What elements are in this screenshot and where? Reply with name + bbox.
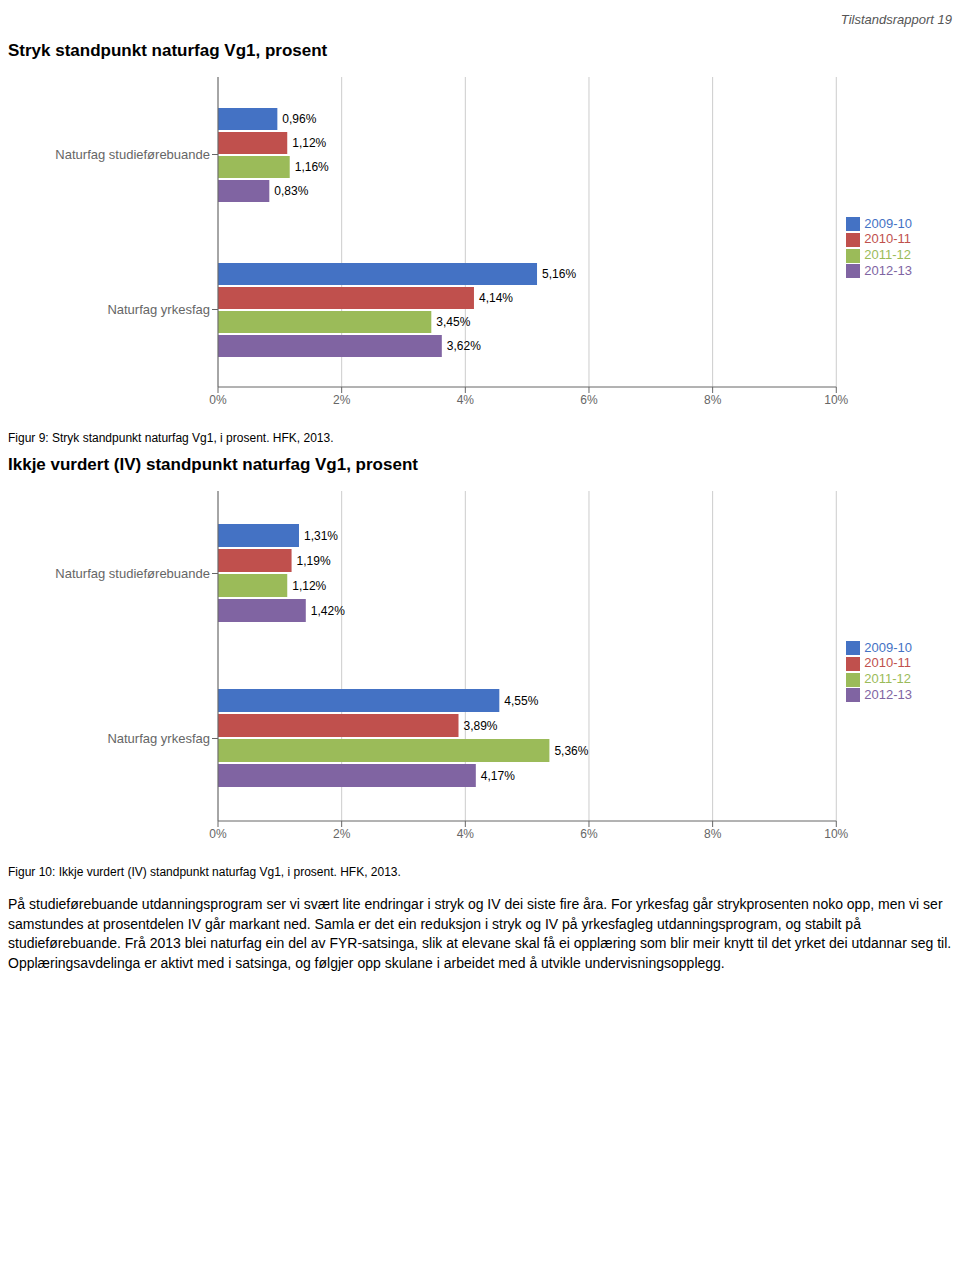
svg-text:10%: 10% [824,827,848,841]
svg-text:3,45%: 3,45% [436,315,470,329]
svg-text:Naturfag studieførebuande: Naturfag studieførebuande [55,566,210,581]
html-text:2009-10: 2009-10 [864,639,912,655]
svg-text:4%: 4% [457,827,475,841]
svg-text:6%: 6% [580,827,598,841]
html-text:2012-13: 2012-13 [864,262,912,278]
svg-text:4,55%: 4,55% [504,694,538,708]
html-text:Figur 10: Ikkje vurdert (IV) s: Figur 10: Ikkje vurdert (IV) standpunkt … [8,865,401,879]
svg-text:3,89%: 3,89% [464,719,498,733]
svg-text:5,16%: 5,16% [542,267,576,281]
svg-text:1,12%: 1,12% [292,136,326,150]
html-text:Tilstandsrapport 19: Tilstandsrapport 19 [840,12,952,27]
html-text:2009-10: 2009-10 [864,215,912,231]
svg-text:2%: 2% [333,827,351,841]
html-text:2011-12: 2011-12 [864,247,911,262]
svg-text:Naturfag studieførebuande: Naturfag studieførebuande [55,147,210,162]
html-text:2010-11: 2010-11 [864,231,911,247]
html-text:Stryk standpunkt naturfag Vg1,: Stryk standpunkt naturfag Vg1, prosent [8,41,328,60]
html-text:2011-12: 2011-12 [864,671,911,686]
svg-text:0,96%: 0,96% [282,112,316,126]
html-text:Ikkje vurdert (IV) standpunkt: Ikkje vurdert (IV) standpunkt naturfag V… [8,455,418,474]
svg-text:0,83%: 0,83% [274,184,308,198]
svg-text:10%: 10% [824,393,848,407]
svg-text:1,19%: 1,19% [297,554,331,568]
html-text:2012-13: 2012-13 [864,686,912,702]
svg-text:8%: 8% [704,827,722,841]
svg-text:5,36%: 5,36% [554,744,588,758]
html-text:På studieførebuande utdannings: På studieførebuande utdanningsprogram se… [8,896,952,971]
svg-text:4,14%: 4,14% [479,291,513,305]
svg-text:1,16%: 1,16% [295,160,329,174]
svg-text:3,62%: 3,62% [447,339,481,353]
html-text:Figur 9: Stryk standpunkt natu: Figur 9: Stryk standpunkt naturfag Vg1, … [8,431,334,445]
svg-text:1,12%: 1,12% [292,579,326,593]
svg-text:8%: 8% [704,393,722,407]
svg-text:Naturfag yrkesfag: Naturfag yrkesfag [107,731,210,746]
svg-text:4%: 4% [457,393,475,407]
svg-text:4,17%: 4,17% [481,769,515,783]
svg-text:Naturfag yrkesfag: Naturfag yrkesfag [107,302,210,317]
svg-text:6%: 6% [580,393,598,407]
html-text:2010-11: 2010-11 [864,655,911,671]
svg-text:1,31%: 1,31% [304,529,338,543]
svg-text:0%: 0% [209,393,227,407]
svg-text:2%: 2% [333,393,351,407]
svg-text:1,42%: 1,42% [311,604,345,618]
svg-text:0%: 0% [209,827,227,841]
